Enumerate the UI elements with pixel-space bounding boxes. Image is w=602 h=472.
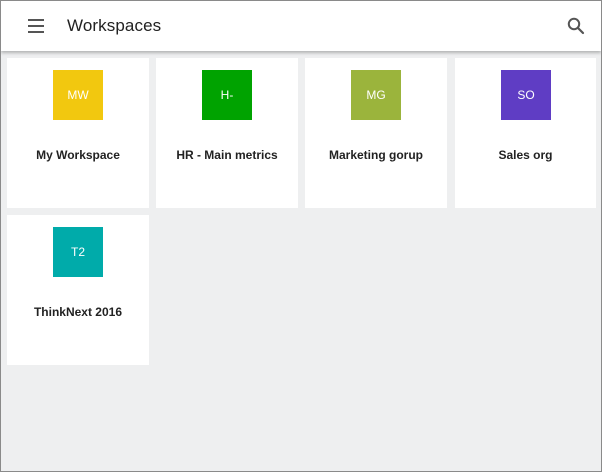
workspace-avatar: MW: [53, 70, 103, 120]
workspace-name: HR - Main metrics: [176, 148, 278, 162]
workspace-name: Sales org: [498, 148, 553, 162]
top-app-bar: Workspaces: [1, 1, 601, 51]
workspace-name: Marketing gorup: [328, 148, 423, 162]
page-title: Workspaces: [67, 16, 162, 35]
workspace-tile[interactable]: MW My Workspace: [7, 58, 149, 208]
workspace-tile[interactable]: MG Marketing gorup: [305, 58, 447, 208]
workspace-name: My Workspace: [36, 148, 120, 162]
workspace-avatar: H-: [202, 70, 252, 120]
workspace-tile[interactable]: H- HR - Main metrics: [156, 58, 298, 208]
workspace-avatar: SO: [501, 70, 551, 120]
workspace-tile[interactable]: SO Sales org: [455, 58, 596, 208]
workspace-name: ThinkNext 2016: [33, 305, 123, 319]
workspace-tile[interactable]: T2 ThinkNext 2016: [7, 215, 149, 365]
hamburger-menu-icon[interactable]: [23, 14, 49, 38]
workspace-avatar: T2: [53, 227, 103, 277]
search-icon[interactable]: [566, 16, 586, 36]
workspace-avatar: MG: [351, 70, 401, 120]
